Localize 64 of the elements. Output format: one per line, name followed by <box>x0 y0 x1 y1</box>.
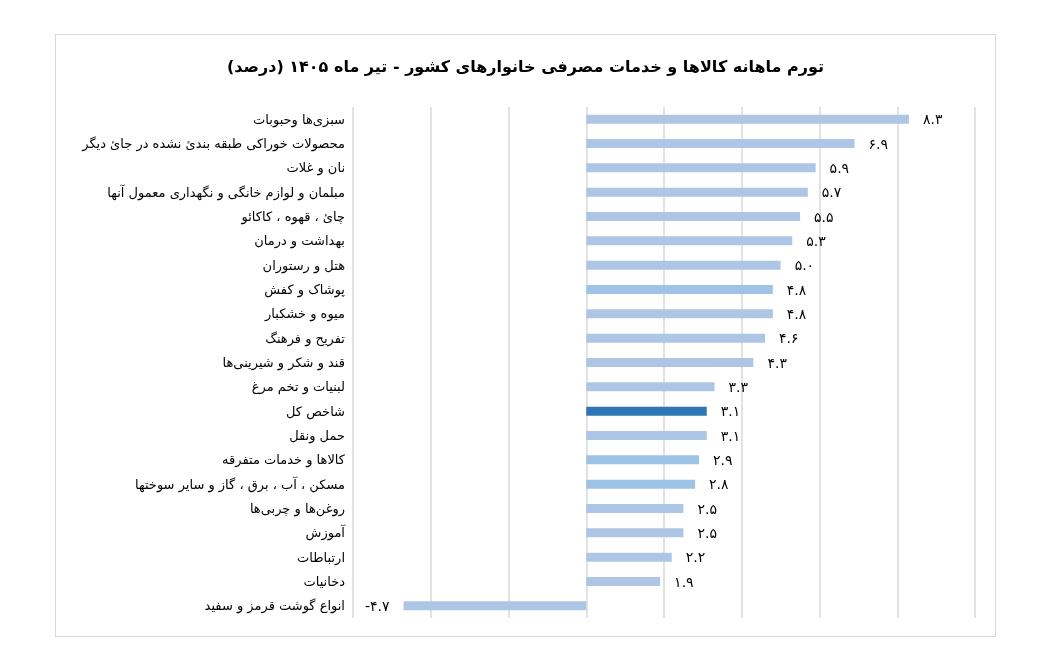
bar <box>586 358 754 367</box>
data-label: ۵.۰ <box>794 257 815 274</box>
y-tick-label: آموزش <box>305 524 347 542</box>
data-label: ۵.۵ <box>814 208 834 225</box>
data-label: ۵.۳ <box>806 232 827 249</box>
y-tick-label: روغن‌ها و چربی‌ها <box>249 501 345 517</box>
y-tick-label: محصولات خوراکی طبقه بندئ نشده در جائ دیگر <box>81 136 345 152</box>
bar <box>586 406 707 416</box>
bar <box>586 333 766 343</box>
data-label: ۲.۵ <box>697 524 717 541</box>
data-label: ۴.۸ <box>786 305 807 322</box>
data-label: ۵.۷ <box>821 184 842 201</box>
y-tick-label: هتل و رستوران <box>262 257 346 274</box>
y-tick-label: تفریح و فرهنگ <box>265 330 346 347</box>
bar <box>586 260 781 270</box>
data-label: -۴.۷ <box>364 597 391 614</box>
bar <box>586 455 699 465</box>
bar <box>586 285 773 294</box>
bar <box>586 114 909 124</box>
y-tick-label: بهداشت و درمان <box>254 233 345 250</box>
data-label: ۴.۳ <box>767 354 788 371</box>
y-tick-label: لبنیات و تخم مرغ <box>251 379 345 396</box>
y-tick-label: نان و غلات <box>286 160 345 177</box>
bar <box>586 431 707 440</box>
y-tick-label: قند و شکر و شیرینی‌ها <box>222 355 345 371</box>
chart-title: تورم ماهانه کالاها و خدمات مصرفی خانوارهای کشور - تیر ماه ۱۴۰۵ (درصد) <box>226 56 825 76</box>
y-tick-label: کالاها و خدمات متفرقه <box>222 452 346 469</box>
data-label: ۶.۹ <box>868 135 888 152</box>
y-tick-label: ارتباطات <box>297 549 345 566</box>
bar <box>586 309 773 319</box>
y-tick-label: شاخص کل <box>286 403 345 420</box>
data-label: ۳.۳ <box>728 378 749 395</box>
y-tick-label: میوه و خشکبار <box>264 306 345 323</box>
bar <box>586 139 855 148</box>
data-label: ۲.۹ <box>712 451 733 468</box>
y-tick-label: سبزی‌ها وحبوبات <box>253 111 345 128</box>
data-label: ۲.۸ <box>709 476 730 493</box>
bar <box>586 577 661 586</box>
bar <box>586 187 808 197</box>
data-label: ۸.۳ <box>922 111 943 128</box>
y-tick-label: حمل ونقل <box>289 428 345 444</box>
data-label: ۳.۱ <box>720 403 741 420</box>
bar <box>586 236 793 246</box>
bar <box>586 552 672 562</box>
y-tick-label: انواع گوشت قرمز و سفید <box>204 598 345 615</box>
bar <box>586 163 816 173</box>
y-tick-label: دخانیات <box>303 574 346 589</box>
data-label: ۱.۹ <box>674 573 694 590</box>
data-label: ۲.۲ <box>685 549 706 566</box>
data-label: ۳.۱ <box>720 427 741 444</box>
data-label: ۲.۵ <box>697 500 717 517</box>
bar <box>586 504 684 513</box>
y-tick-label: پوشاک و کفش <box>264 282 346 298</box>
y-tick-label: چائ ، قهوه ، کاکائو <box>240 209 345 225</box>
bar <box>403 601 587 611</box>
bar <box>586 479 696 489</box>
data-label: ۴.۶ <box>779 330 799 347</box>
y-tick-label: مبلمان و لوازم خانگی و نگهداری معمول آنها <box>107 183 345 201</box>
data-label: ۵.۹ <box>829 159 850 176</box>
bar <box>586 528 684 538</box>
data-label: ۴.۸ <box>786 281 807 298</box>
y-tick-label: مسکن ، آب ، برق ، گاز و سایر سوختها <box>134 475 345 493</box>
bar <box>586 382 715 392</box>
bar <box>586 212 801 221</box>
